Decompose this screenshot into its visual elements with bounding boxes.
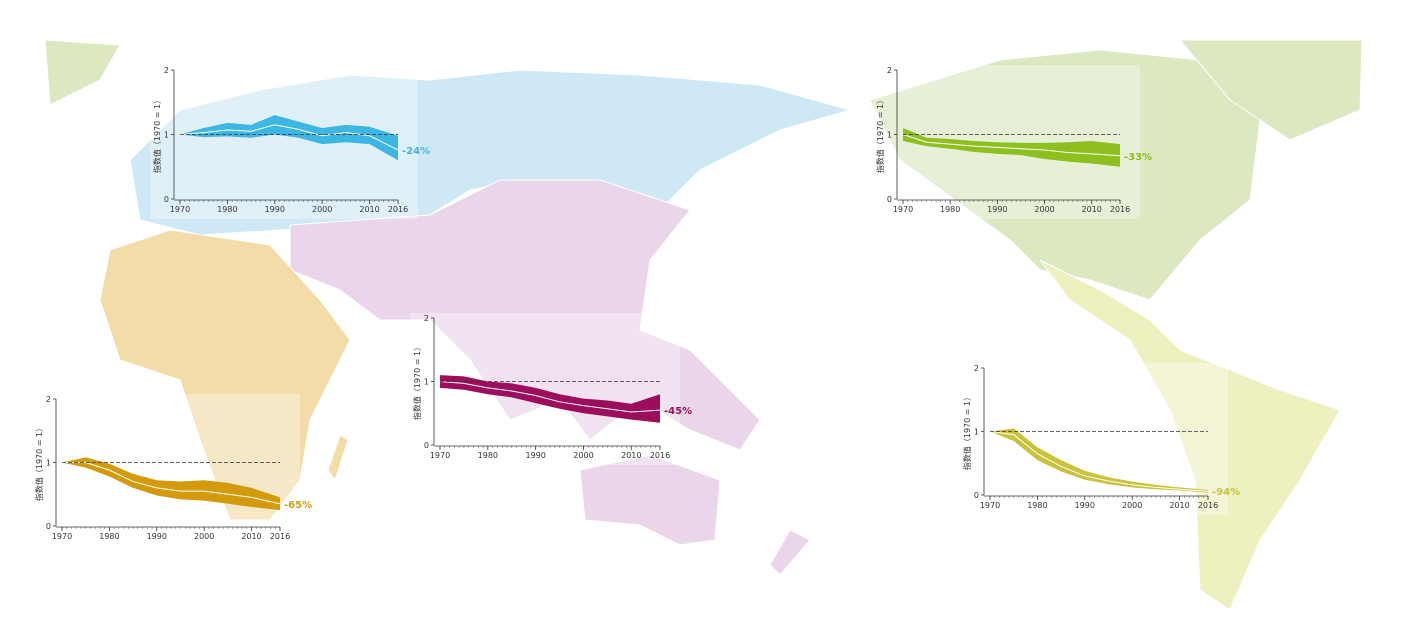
- change-annotation: -24%: [402, 146, 430, 157]
- y-tick-label: 1: [424, 378, 429, 387]
- y-tick-label: 2: [887, 66, 892, 75]
- y-axis-label: 指数值（1970 = 1）: [412, 343, 422, 420]
- y-tick-label: 2: [424, 314, 429, 323]
- africa: [99, 229, 351, 521]
- y-axis-label: 指数值（1970 = 1）: [875, 96, 885, 173]
- y-axis-label: 指数值（1970 = 1）: [152, 96, 162, 173]
- greenland-east: [1178, 39, 1363, 141]
- madagascar: [327, 434, 349, 482]
- north-america: [869, 49, 1261, 301]
- x-tick-label: 2000: [1034, 205, 1054, 214]
- band: [180, 115, 398, 161]
- y-tick-label: 0: [46, 522, 51, 531]
- x-tick-label: 2000: [573, 451, 593, 460]
- mini-chart: 0 1 2 1970 1980 1990 2000 2010 2016 -45% 指数值（1970 …: [410, 313, 692, 465]
- chart-backdrop: [410, 313, 680, 465]
- x-tick-label: 1970: [893, 205, 913, 214]
- x-tick-label: 2010: [1169, 501, 1189, 510]
- y-tick-label: 0: [424, 441, 429, 450]
- y-tick-label: 0: [887, 195, 892, 204]
- x-tick-label: 1970: [52, 532, 72, 541]
- band: [903, 128, 1120, 167]
- x-tick-label: 2000: [1122, 501, 1142, 510]
- y-tick-label: 2: [974, 364, 979, 373]
- x-tick-label: 2016: [1198, 501, 1218, 510]
- x-tick-label: 2016: [1110, 205, 1130, 214]
- new-zealand: [769, 529, 811, 576]
- x-tick-label: 1980: [940, 205, 960, 214]
- x-tick-label: 2000: [194, 532, 214, 541]
- chart-backdrop: [960, 363, 1228, 515]
- y-tick-label: 1: [887, 131, 892, 140]
- y-tick-label: 2: [164, 66, 169, 75]
- mini-chart: 0 1 2 1970 1980 1990 2000 2010 2016 -33% 指数值（1970 …: [873, 65, 1152, 219]
- mean-line: [439, 381, 661, 413]
- x-tick-label: 1990: [1075, 501, 1095, 510]
- landmasses: [44, 39, 1363, 611]
- x-tick-label: 2016: [270, 532, 290, 541]
- x-tick-label: 2010: [1082, 205, 1102, 214]
- x-tick-label: 1980: [217, 205, 237, 214]
- x-tick-label: 1970: [430, 451, 450, 460]
- x-tick-label: 2010: [359, 205, 379, 214]
- x-tick-label: 2000: [312, 205, 332, 214]
- x-tick-label: 1970: [980, 501, 1000, 510]
- latin-america: [1039, 259, 1341, 611]
- y-tick-label: 1: [164, 131, 169, 140]
- x-tick-label: 2016: [388, 205, 408, 214]
- mini-chart: 0 1 2 1970 1980 1990 2000 2010 2016 -24% 指数值（1970 …: [150, 65, 430, 219]
- y-axis-label: 指数值（1970 = 1）: [962, 393, 972, 470]
- change-annotation: -65%: [284, 500, 312, 511]
- band: [62, 457, 280, 511]
- x-tick-label: 1990: [147, 532, 167, 541]
- mini-chart: 0 1 2 1970 1980 1990 2000 2010 2016 -65% 指数值（1970 …: [32, 394, 312, 546]
- change-annotation: -45%: [664, 406, 692, 417]
- x-tick-label: 1980: [1027, 501, 1047, 510]
- mean-line: [989, 431, 1209, 492]
- australia: [579, 454, 721, 546]
- mean-line: [62, 462, 281, 505]
- asia-pacific: [289, 179, 761, 451]
- x-tick-label: 1990: [987, 205, 1007, 214]
- x-tick-label: 2016: [650, 451, 670, 460]
- change-annotation: -94%: [1212, 487, 1240, 498]
- greenland-west: [44, 39, 121, 106]
- x-tick-label: 1990: [525, 451, 545, 460]
- y-tick-label: 1: [974, 428, 979, 437]
- y-tick-label: 0: [974, 491, 979, 500]
- y-axis-label: 指数值（1970 = 1）: [34, 424, 44, 501]
- y-tick-label: 0: [164, 195, 169, 204]
- x-tick-label: 1980: [478, 451, 498, 460]
- chart-backdrop: [32, 394, 300, 546]
- y-tick-label: 1: [46, 459, 51, 468]
- x-tick-label: 1970: [170, 205, 190, 214]
- change-annotation: -33%: [1124, 152, 1152, 163]
- x-tick-label: 2010: [241, 532, 261, 541]
- mean-line: [902, 134, 1121, 157]
- mini-chart: 0 1 2 1970 1980 1990 2000 2010 2016 -94% 指数值（1970 …: [960, 363, 1240, 515]
- x-tick-label: 2010: [621, 451, 641, 460]
- y-tick-label: 2: [46, 395, 51, 404]
- x-tick-label: 1980: [99, 532, 119, 541]
- x-tick-label: 1990: [265, 205, 285, 214]
